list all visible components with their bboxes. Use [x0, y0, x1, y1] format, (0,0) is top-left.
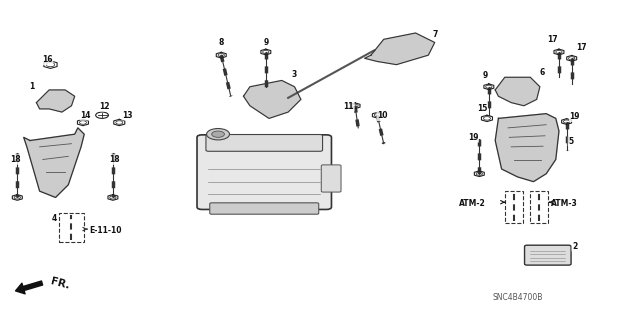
Text: 8: 8: [218, 38, 224, 47]
Text: 19: 19: [468, 133, 478, 142]
Text: 17: 17: [576, 43, 587, 52]
Text: 15: 15: [477, 104, 487, 113]
Bar: [505, 191, 523, 223]
Circle shape: [261, 96, 270, 100]
Circle shape: [391, 46, 408, 55]
Text: 16: 16: [42, 56, 52, 64]
FancyBboxPatch shape: [197, 135, 332, 210]
Text: 12: 12: [99, 102, 110, 111]
Text: ATM-2: ATM-2: [459, 199, 486, 208]
FancyBboxPatch shape: [210, 203, 319, 214]
Text: 6: 6: [539, 68, 545, 77]
Text: 11: 11: [344, 102, 354, 111]
Text: 19: 19: [570, 112, 580, 121]
Circle shape: [207, 129, 230, 140]
Text: 9: 9: [263, 38, 268, 47]
FancyBboxPatch shape: [206, 135, 323, 151]
Polygon shape: [365, 33, 435, 65]
Bar: [531, 191, 548, 223]
Text: ATM-3: ATM-3: [551, 199, 578, 208]
Text: 4: 4: [52, 213, 57, 222]
Text: SNC4B4700B: SNC4B4700B: [492, 293, 543, 301]
Text: 10: 10: [377, 111, 388, 120]
Polygon shape: [495, 114, 559, 182]
Text: 3: 3: [292, 70, 297, 78]
Bar: [59, 213, 84, 242]
Polygon shape: [24, 128, 84, 197]
Text: 5: 5: [568, 137, 573, 146]
Polygon shape: [36, 90, 75, 112]
Text: 17: 17: [547, 35, 558, 44]
Polygon shape: [244, 80, 301, 118]
Text: 13: 13: [122, 111, 133, 120]
Circle shape: [212, 131, 225, 137]
Text: 2: 2: [572, 242, 577, 251]
Circle shape: [256, 93, 275, 103]
Text: 18: 18: [10, 155, 20, 164]
Text: 18: 18: [109, 155, 120, 164]
Text: 9: 9: [483, 71, 488, 80]
Text: FR.: FR.: [49, 276, 70, 291]
FancyBboxPatch shape: [321, 165, 341, 192]
FancyBboxPatch shape: [525, 245, 571, 265]
FancyArrowPatch shape: [15, 281, 43, 294]
Text: 14: 14: [80, 111, 91, 120]
Text: 1: 1: [29, 82, 35, 91]
Text: 7: 7: [432, 30, 437, 39]
Polygon shape: [495, 77, 540, 106]
Text: E-11-10: E-11-10: [90, 226, 122, 234]
